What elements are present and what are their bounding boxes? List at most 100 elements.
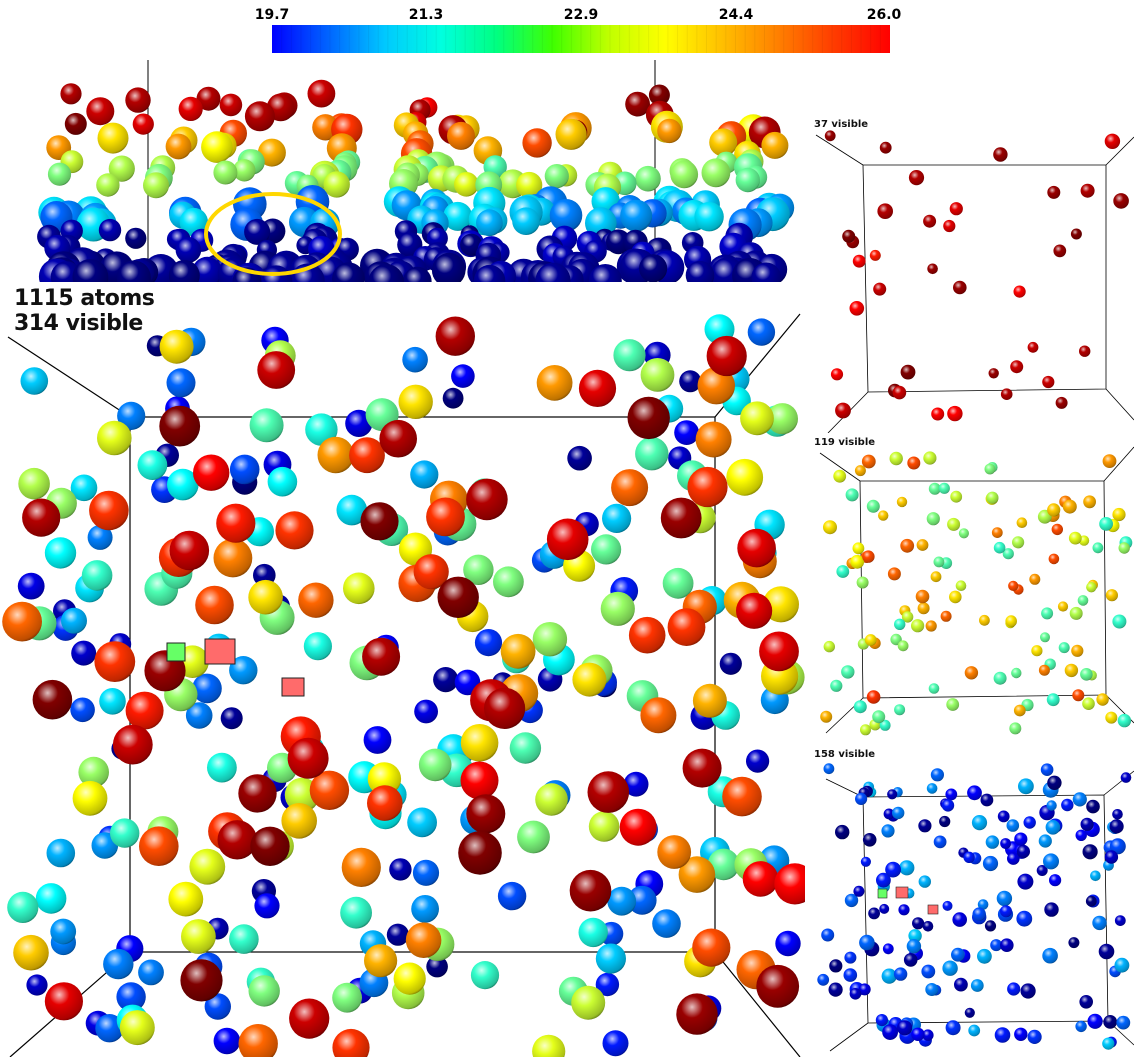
atom-sphere (229, 924, 259, 954)
layer-view-bottom[interactable]: 158 visible (808, 745, 1134, 1057)
layer-view-top[interactable]: 37 visible (808, 115, 1134, 433)
atom-sphere (1036, 865, 1048, 876)
atom-sphere (1070, 228, 1082, 240)
atom-sphere (1044, 902, 1059, 917)
atom-sphere (1069, 606, 1083, 620)
atom-sphere (613, 339, 646, 372)
atom-sphere (22, 498, 61, 537)
atom-sphere (532, 1034, 566, 1057)
atom-sphere (849, 301, 865, 316)
atom-sphere (178, 96, 203, 121)
atom-sphere (602, 1030, 629, 1057)
atom-sphere (1061, 798, 1074, 812)
atom-sphere (985, 835, 1000, 849)
atom-sphere (988, 368, 999, 379)
atom-sphere (1109, 819, 1124, 834)
atom-sphere (103, 948, 134, 980)
atom-stats: 1115 atoms 314 visible (14, 286, 155, 336)
atom-sphere (1114, 957, 1130, 973)
atom-sphere (216, 503, 256, 543)
side-view-canvas[interactable] (0, 60, 800, 282)
atom-sphere (635, 437, 669, 471)
atom-sphere (238, 1024, 278, 1057)
atom-sphere (872, 710, 886, 724)
atom-sphere (853, 885, 865, 897)
layer-bottom-canvas[interactable] (808, 745, 1134, 1057)
atom-sphere (1075, 1020, 1087, 1033)
side-view-panel[interactable] (0, 60, 800, 282)
colorbar-tick-label: 19.7 (254, 7, 290, 23)
atom-sphere (887, 789, 898, 800)
atom-sphere (360, 502, 399, 541)
atom-sphere (220, 707, 243, 730)
atom-sphere (954, 977, 968, 992)
atom-sphere (168, 260, 200, 282)
atom-sphere (882, 943, 894, 955)
atom-sphere (875, 1014, 888, 1027)
atom-sphere (411, 895, 439, 923)
atom-sphere (309, 770, 350, 810)
atom-sphere (964, 1007, 975, 1018)
atom-sphere (71, 640, 97, 666)
atom-sphere (911, 1027, 925, 1041)
atom-sphere (925, 983, 939, 996)
atom-sphere (549, 199, 583, 232)
atom-sphere (918, 819, 932, 833)
atom-sphere (595, 943, 627, 974)
layer-top-canvas[interactable] (808, 115, 1134, 433)
atom-sphere (169, 530, 210, 571)
atom-sphere (900, 538, 915, 553)
atom-sphere (706, 335, 747, 377)
atom-sphere (244, 218, 271, 245)
atom-sphere (165, 133, 192, 160)
atom-sphere (747, 318, 776, 346)
atom-sphere (86, 97, 115, 126)
atom-sphere (192, 673, 222, 704)
atom-sphere (1079, 995, 1093, 1009)
box-edge (819, 452, 861, 482)
atom-sphere (991, 527, 1003, 538)
atom-sphere (864, 634, 877, 646)
atom-sphere (418, 748, 452, 782)
atom-sphere (970, 979, 984, 992)
atom-sphere (823, 520, 837, 535)
atom-sphere (336, 494, 368, 526)
atom-sphere (332, 262, 365, 282)
atom-sphere (1114, 915, 1126, 926)
atom-sphere (193, 454, 230, 491)
atom-sphere (509, 732, 542, 764)
atom-sphere (627, 396, 670, 440)
atom-sphere (980, 793, 994, 807)
atom-sphere (1085, 895, 1097, 907)
marker-box (895, 886, 909, 899)
layer-view-middle[interactable]: 119 visible (808, 433, 1134, 745)
atom-sphere (305, 413, 338, 446)
atom-sphere (972, 907, 986, 921)
atom-sphere (849, 988, 862, 1000)
atom-sphere (248, 579, 283, 615)
layer-middle-canvas[interactable] (808, 433, 1134, 745)
box-edge (815, 134, 864, 166)
atom-sphere (946, 698, 960, 711)
atom-sphere (332, 982, 362, 1013)
atom-sphere (516, 171, 543, 199)
atom-sphere (756, 964, 800, 1008)
atom-sphere (917, 602, 930, 615)
atom-sphere (1010, 360, 1024, 374)
atom-sphere (569, 869, 612, 912)
atom-sphere (402, 346, 428, 373)
atom-sphere (885, 861, 901, 878)
atom-sphere (1086, 582, 1097, 593)
atom-sphere (678, 856, 716, 893)
atom-sphere (887, 567, 901, 581)
atom-sphere (97, 122, 129, 154)
main-view-panel[interactable]: 1115 atoms 314 visible (0, 282, 805, 1057)
atom-sphere (70, 697, 95, 723)
atom-sphere (1000, 905, 1012, 918)
atom-sphere (993, 147, 1008, 162)
main-view-canvas[interactable] (0, 282, 805, 1057)
atom-sphere (931, 407, 945, 421)
atom-sphere (1068, 937, 1080, 949)
atom-sphere (623, 771, 649, 797)
atom-sphere (1064, 663, 1079, 678)
